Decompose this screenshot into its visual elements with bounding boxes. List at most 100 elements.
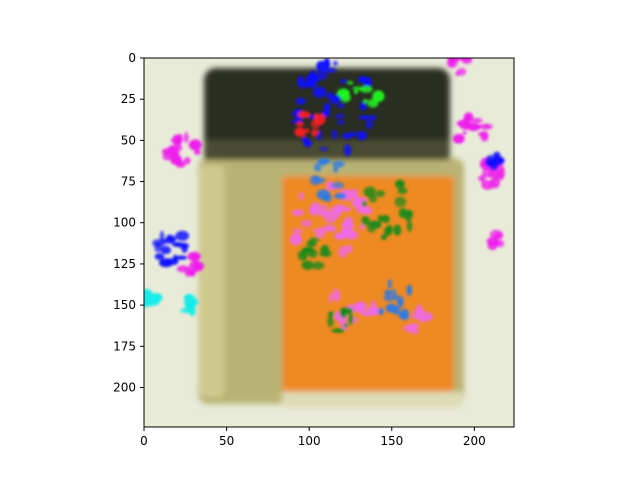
y-tick-label: 200 (113, 380, 136, 394)
noise-speckle (174, 255, 188, 260)
noise-speckle (337, 103, 345, 109)
noise-speckle (377, 307, 384, 315)
noise-speckle (319, 158, 327, 166)
noise-speckle (296, 121, 305, 127)
noise-speckle (306, 73, 319, 85)
noise-speckle (338, 245, 348, 258)
noise-speckle (343, 144, 352, 157)
noise-speckle (162, 148, 176, 156)
noise-speckle (361, 215, 370, 226)
noise-speckle (403, 324, 416, 333)
noise-speckle (410, 313, 421, 320)
noise-speckle (352, 86, 365, 91)
noise-speckle (328, 293, 333, 303)
noise-speckle (173, 242, 184, 247)
noise-speckle (347, 80, 354, 85)
noise-speckle (340, 228, 351, 235)
noise-speckle (386, 224, 393, 235)
noise-speckle (356, 130, 368, 141)
noise-speckle (377, 214, 383, 223)
noise-speckle (381, 234, 387, 241)
noise-speckle (340, 79, 347, 84)
noise-speckle (315, 232, 326, 238)
noise-speckle (154, 253, 165, 260)
jar (198, 68, 464, 408)
noise-speckle (183, 132, 189, 143)
noise-speckle (456, 68, 467, 76)
noise-speckle (392, 293, 398, 300)
noise-speckle (177, 134, 183, 141)
noise-speckle (302, 246, 314, 252)
y-tick-label: 150 (113, 298, 136, 312)
noise-speckle (498, 168, 505, 178)
x-tick-label: 100 (298, 434, 321, 448)
noise-speckle (312, 261, 325, 270)
noise-speckle (174, 149, 180, 162)
noise-speckle (320, 211, 329, 218)
noise-speckle (370, 114, 376, 121)
noise-speckle (291, 209, 304, 216)
noise-speckle (420, 315, 426, 323)
noise-speckle (313, 162, 322, 172)
noise-speckle (298, 192, 304, 200)
noise-speckle (365, 310, 372, 317)
noise-speckle (486, 237, 497, 246)
noise-speckle (309, 206, 323, 216)
noise-speckle (154, 242, 162, 253)
jar-bottom (282, 392, 462, 408)
noise-speckle (319, 147, 329, 151)
noise-speckle (354, 89, 358, 95)
noise-speckle (470, 124, 482, 130)
noise-speckle (461, 58, 473, 64)
noise-speckle (333, 166, 338, 173)
y-tick-label: 0 (128, 51, 136, 65)
x-tick-label: 50 (219, 434, 234, 448)
y-tick-label: 25 (121, 92, 136, 106)
noise-speckle (375, 190, 385, 198)
noise-speckle (292, 228, 303, 235)
noise-speckle (372, 90, 385, 102)
noise-speckle (358, 76, 367, 83)
noise-speckle (331, 181, 345, 189)
image-area (144, 58, 514, 427)
noise-speckle (406, 220, 413, 232)
y-tick-label: 50 (121, 133, 136, 147)
noise-speckle (462, 130, 467, 136)
x-axis: 0 50 100 150 200 (140, 427, 486, 448)
noise-speckle (193, 259, 199, 265)
noise-speckle (297, 250, 308, 261)
noise-speckle (397, 187, 408, 195)
noise-speckle (304, 128, 310, 134)
y-axis: 0 25 50 75 100 125 150 175 200 (113, 51, 144, 394)
noise-speckle (489, 158, 499, 171)
noise-speckle (316, 69, 327, 81)
noise-speckle (367, 98, 379, 108)
noise-speckle (335, 290, 340, 302)
noise-speckle (311, 132, 317, 137)
noise-speckle (328, 311, 334, 317)
noise-speckle (470, 118, 483, 124)
noise-speckle (159, 230, 165, 242)
noise-speckle (385, 303, 396, 313)
x-tick-label: 0 (140, 434, 148, 448)
noise-speckle (479, 123, 493, 130)
y-tick-label: 175 (113, 339, 136, 353)
noise-speckle (335, 113, 345, 119)
noise-speckle (363, 99, 369, 104)
noise-speckle (336, 120, 345, 125)
noise-speckle (394, 196, 407, 208)
noise-speckle (347, 313, 354, 325)
noise-speckle (187, 251, 201, 262)
noise-speckle (180, 308, 193, 314)
jar-left-edge (198, 165, 224, 397)
noise-speckle (144, 289, 153, 300)
noise-speckle (334, 192, 347, 200)
noise-speckle (312, 175, 320, 181)
x-tick-label: 200 (463, 434, 486, 448)
noise-speckle (297, 111, 311, 119)
noise-speckle (160, 246, 172, 255)
noise-speckle (327, 315, 334, 328)
noise-speckle (165, 235, 177, 243)
noise-speckle (194, 149, 201, 155)
